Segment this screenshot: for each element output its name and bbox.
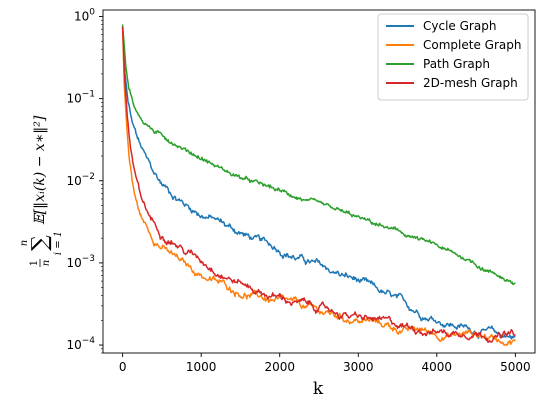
y-tick-label-−3: 10−3	[66, 254, 95, 270]
y-label-frac-num: 1	[29, 260, 40, 266]
legend-label-0: Cycle Graph	[423, 19, 496, 33]
axis-labels: k 𝔼[‖xᵢ(k) − x∗‖²] ∑ n i = 1 1 n	[19, 115, 324, 399]
y-tick-label-0: 100	[74, 8, 95, 24]
axes: 0 1000 2000 3000 4000 5000 10−4 10−3 10−2 10−1 100	[66, 8, 536, 374]
x-tick-label-2000: 2000	[264, 360, 295, 374]
y-label-frac-den: n	[41, 260, 52, 266]
y-label-expression: 𝔼[‖xᵢ(k) − x∗‖²]	[32, 115, 48, 225]
series-line-2d-mesh-graph	[121, 26, 516, 343]
legend-label-2: Path Graph	[423, 57, 490, 71]
x-tick-label-1000: 1000	[186, 360, 217, 374]
plot-area	[121, 24, 516, 347]
x-axis-label: k	[313, 379, 324, 399]
y-label-sum-upper: n	[19, 240, 30, 246]
y-label-sum: ∑	[28, 235, 53, 251]
series-line-cycle-graph	[121, 26, 516, 340]
series-line-path-graph	[121, 24, 516, 286]
x-tick-label-4000: 4000	[422, 360, 453, 374]
legend-box	[377, 13, 529, 101]
x-tick-label-3000: 3000	[343, 360, 374, 374]
x-tick-label-0: 0	[119, 360, 127, 374]
legend-label-3: 2D-mesh Graph	[423, 76, 518, 90]
legend: Cycle Graph Complete Graph Path Graph 2D-me…	[377, 13, 529, 101]
legend-label-1: Complete Graph	[423, 38, 521, 52]
y-tick-label-−4: 10−4	[66, 336, 95, 352]
y-tick-label-−2: 10−2	[66, 172, 95, 188]
x-tick-label-5000: 5000	[500, 360, 531, 374]
y-label-sum-lower: i = 1	[53, 231, 64, 255]
y-axis-label: 𝔼[‖xᵢ(k) − x∗‖²] ∑ n i = 1 1 n	[19, 115, 64, 267]
axes-frame	[102, 9, 536, 354]
y-tick-label-−1: 10−1	[66, 90, 95, 106]
